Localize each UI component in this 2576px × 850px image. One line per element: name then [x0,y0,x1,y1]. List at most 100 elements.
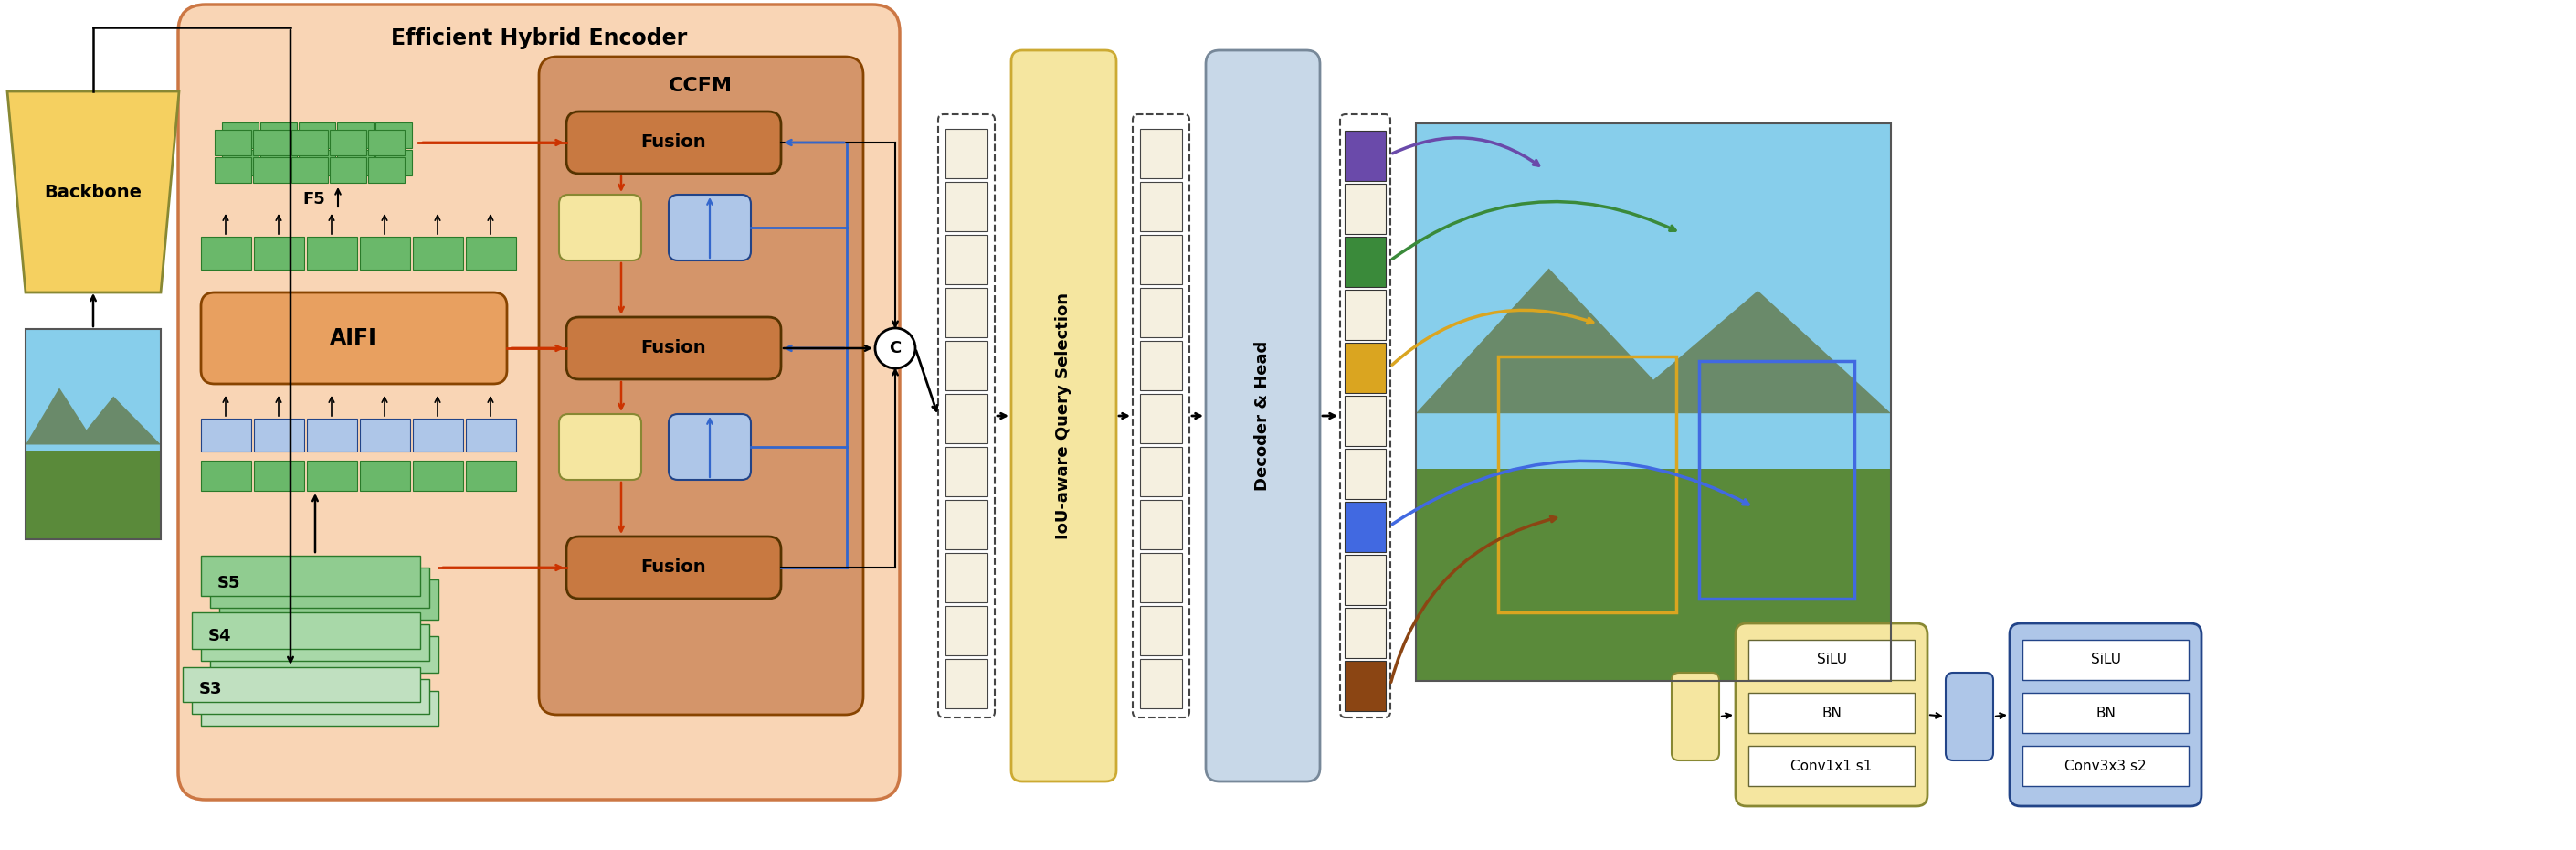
Bar [1141,341,1182,390]
FancyBboxPatch shape [1012,50,1115,781]
Bar [26,329,160,539]
Bar [412,236,464,269]
Bar [1749,693,1914,733]
Bar [1141,659,1182,708]
Bar [1345,343,1386,393]
Bar [299,122,335,148]
Bar [191,679,430,714]
Text: Fusion: Fusion [641,559,706,576]
Bar [945,394,987,444]
FancyBboxPatch shape [567,111,781,173]
Bar [361,418,410,451]
Bar [945,606,987,655]
Text: Fusion: Fusion [641,134,706,151]
Polygon shape [1417,269,1891,413]
Bar [1345,608,1386,658]
Bar [307,461,358,490]
Bar [2022,693,2190,733]
Bar [214,157,252,183]
Bar [361,461,410,490]
Text: Fusion: Fusion [641,339,706,357]
Bar [1141,447,1182,496]
Bar [337,122,374,148]
Bar [260,122,296,148]
Bar [2022,745,2190,786]
Text: BN: BN [1821,706,1842,720]
Bar [945,182,987,231]
FancyBboxPatch shape [670,195,750,260]
Bar [1345,396,1386,446]
Bar [222,150,258,175]
Bar [1499,356,1677,612]
Bar [1345,501,1386,552]
Bar [252,157,289,183]
Text: C: C [889,340,902,356]
Bar [945,129,987,178]
Bar [201,461,252,490]
Bar [2022,640,2190,680]
FancyBboxPatch shape [1206,50,1319,781]
Bar [330,130,366,156]
Bar [945,341,987,390]
Bar [412,418,464,451]
Bar [291,130,327,156]
FancyBboxPatch shape [567,536,781,598]
Bar [466,461,515,490]
Bar [1141,606,1182,655]
Bar [26,329,160,459]
Bar [255,236,304,269]
Bar [1749,640,1914,680]
Bar [1417,469,1891,681]
Bar [201,624,430,660]
Bar [214,130,252,156]
Bar [183,667,420,702]
Bar [368,157,404,183]
Text: Backbone: Backbone [44,184,142,201]
Bar [337,150,374,175]
Text: S4: S4 [209,628,232,644]
Bar [201,556,420,596]
Bar [26,451,160,539]
Bar [361,236,410,269]
Bar [945,553,987,603]
Bar [255,461,304,490]
Bar [945,659,987,708]
Bar [222,122,258,148]
FancyBboxPatch shape [538,57,863,715]
Bar [1141,288,1182,337]
Bar [1749,745,1914,786]
Bar [945,288,987,337]
Text: AIFI: AIFI [330,327,376,349]
FancyBboxPatch shape [567,317,781,379]
Bar [211,568,430,608]
Text: SiLU: SiLU [2092,653,2120,666]
Bar [1345,555,1386,605]
Text: SiLU: SiLU [1816,653,1847,666]
Bar [1345,236,1386,287]
Text: S3: S3 [198,681,222,697]
Bar [260,150,296,175]
FancyBboxPatch shape [1672,672,1718,761]
FancyBboxPatch shape [670,414,750,480]
Bar [1417,123,1891,486]
Bar [291,157,327,183]
Bar [376,122,412,148]
Text: Conv1x1 s1: Conv1x1 s1 [1790,759,1873,773]
Bar [255,418,304,451]
Bar [1345,660,1386,711]
Circle shape [876,328,914,368]
Bar [1345,184,1386,234]
Bar [307,236,358,269]
Bar [1700,361,1855,598]
Bar [307,418,358,451]
Bar [945,500,987,549]
Bar [299,150,335,175]
Bar [1417,123,1891,681]
Bar [201,691,438,726]
Bar [945,235,987,284]
Bar [1141,500,1182,549]
Bar [219,580,438,620]
Bar [191,612,420,649]
Text: CCFM: CCFM [670,76,732,95]
Bar [211,636,438,672]
